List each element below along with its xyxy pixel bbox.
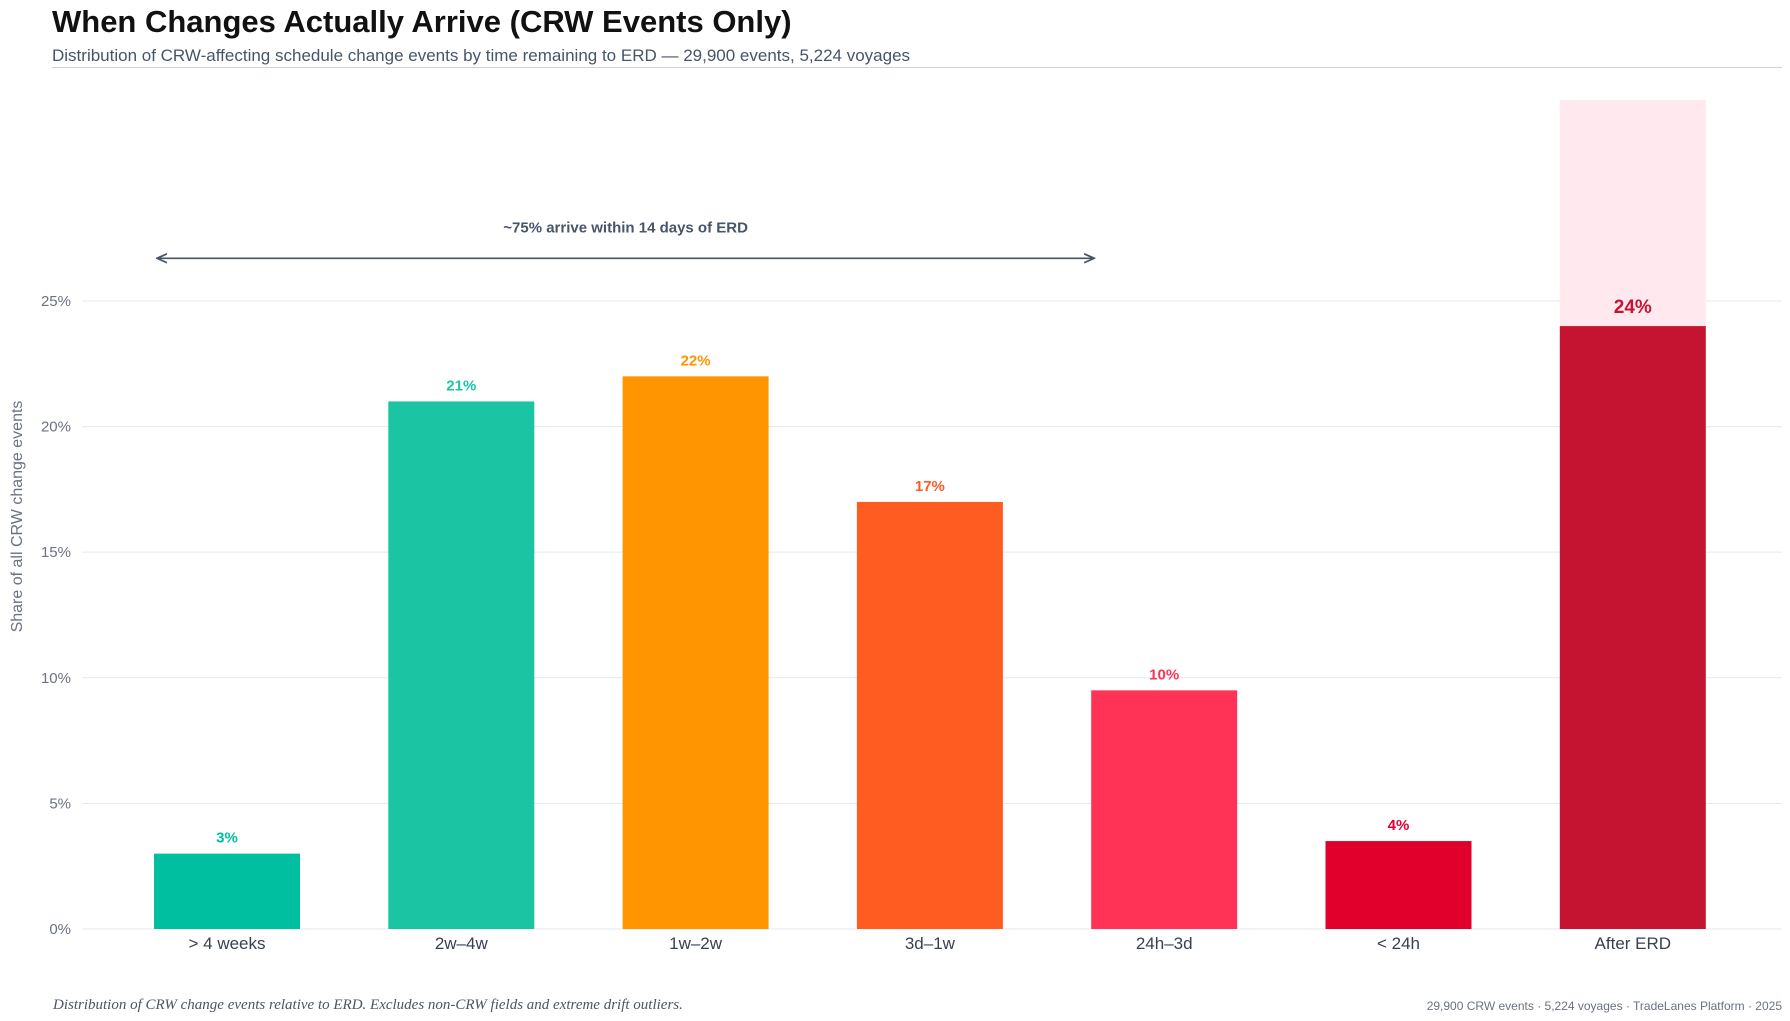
bar [856,501,1003,929]
x-tick-label: 1w–2w [669,934,723,953]
bar-value-label: 10% [1149,666,1179,683]
chart-subtitle: Distribution of CRW-affecting schedule c… [52,46,911,65]
x-tick-label: 24h–3d [1136,934,1193,953]
page-title: When Changes Actually Arrive (CRW Events… [52,4,792,39]
bar-value-label: 3% [216,830,238,847]
y-tick-label: 20% [41,419,71,436]
footnote: Distribution of CRW change events relati… [53,997,683,1013]
bar [1091,690,1238,929]
x-tick-label: < 24h [1377,934,1420,953]
y-tick-label: 10% [41,670,71,687]
bar-value-label: 4% [1388,817,1410,834]
source-credit: 29,900 CRW events · 5,224 voyages · Trad… [1426,999,1782,1013]
y-tick-label: 0% [49,921,71,938]
y-axis-label: Share of all CRW change events [9,401,26,633]
bar-value-label: 17% [915,478,945,495]
bar [1559,326,1706,929]
x-tick-label: After ERD [1595,934,1672,953]
header-divider [52,67,1782,68]
bar-value-label: 22% [681,352,711,369]
bar-value-label: 24% [1614,297,1652,318]
bar [154,853,300,929]
bar-value-label: 21% [446,377,476,394]
annotation-label: ~75% arrive within 14 days of ERD [503,219,748,236]
x-tick-label: 3d–1w [905,934,956,953]
bar [1325,841,1472,929]
y-tick-label: 15% [41,544,71,561]
y-tick-label: 5% [49,795,71,812]
bar [388,401,535,929]
bar [622,376,769,929]
x-tick-label: 2w–4w [435,934,489,953]
y-tick-label: 25% [41,293,71,310]
x-tick-label: > 4 weeks [188,934,265,953]
